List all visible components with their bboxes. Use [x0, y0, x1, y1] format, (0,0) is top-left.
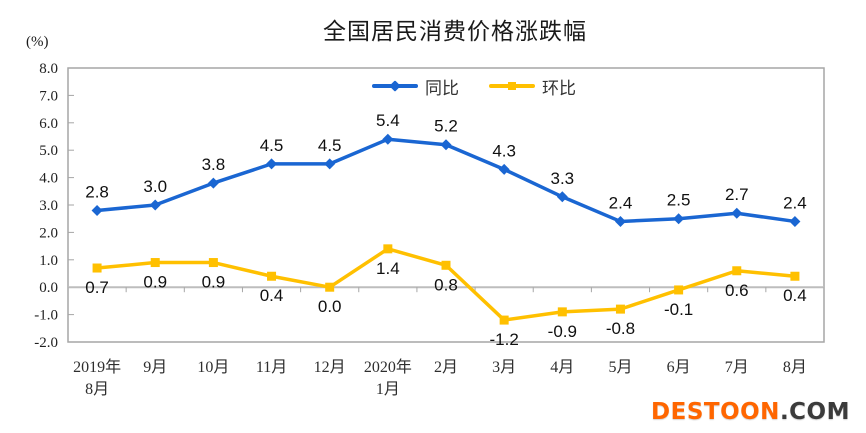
- diamond-marker-icon: [389, 80, 401, 92]
- data-point-label: 0.7: [85, 278, 109, 297]
- y-tick-label: 2.0: [39, 225, 58, 241]
- legend-label-yoy: 同比: [425, 78, 459, 98]
- y-tick-label: -1.0: [34, 308, 58, 324]
- data-point-label: 1.4: [376, 259, 400, 278]
- x-tick-label: 2020年 1月: [364, 358, 412, 398]
- data-point-marker: [91, 204, 103, 216]
- data-point-label: 3.0: [143, 177, 167, 196]
- y-tick-label: 7.0: [39, 88, 58, 104]
- x-tick-label: 12月: [314, 359, 346, 376]
- square-marker-icon: [508, 82, 516, 90]
- data-point-label: 0.9: [143, 273, 167, 292]
- legend-line-marker-icon: [489, 82, 535, 90]
- legend-line-marker-icon: [372, 80, 418, 92]
- data-point-marker: [556, 191, 568, 203]
- watermark-brand: DESTOON: [651, 399, 780, 425]
- data-point-marker: [732, 266, 742, 276]
- data-point-marker: [440, 139, 452, 151]
- data-point-marker: [208, 258, 218, 268]
- data-point-marker: [789, 215, 801, 227]
- data-point-marker: [790, 271, 800, 281]
- y-tick-label: 0.0: [39, 280, 58, 296]
- x-tick-label: 10月: [197, 359, 229, 376]
- data-point-label: 0.0: [318, 297, 342, 316]
- data-point-marker: [383, 244, 393, 254]
- data-point-label: 4.3: [492, 141, 516, 160]
- x-tick-label: 2019年 8月: [73, 358, 121, 398]
- data-point-label: 0.8: [434, 275, 458, 294]
- data-point-marker: [615, 304, 625, 314]
- chart-legend: 同比 环比: [372, 74, 576, 98]
- data-point-label: 5.4: [376, 111, 400, 130]
- x-tick-label: 2月: [434, 359, 458, 376]
- y-tick-label: -2.0: [34, 335, 58, 351]
- y-tick-label: 4.0: [39, 171, 58, 187]
- data-point-label: 2.7: [725, 185, 749, 204]
- y-tick-label: 3.0: [39, 198, 58, 214]
- x-tick-label: 5月: [608, 359, 632, 376]
- data-point-label: 2.8: [85, 182, 109, 201]
- data-point-label: -0.8: [606, 319, 635, 338]
- x-tick-label: 4月: [550, 359, 574, 376]
- y-tick-label: 8.0: [39, 61, 58, 77]
- legend-label-mom: 环比: [542, 78, 576, 98]
- data-point-label: 3.8: [202, 155, 226, 174]
- x-tick-label: 7月: [725, 359, 749, 376]
- data-point-marker: [674, 285, 684, 295]
- data-point-label: 0.6: [725, 281, 749, 300]
- data-point-marker: [499, 315, 509, 325]
- plot-border: [67, 67, 825, 343]
- data-point-marker: [266, 158, 278, 170]
- x-tick-label: 11月: [256, 359, 287, 376]
- data-point-marker: [557, 307, 567, 317]
- data-point-marker: [325, 282, 335, 292]
- x-tick-label: 6月: [667, 359, 691, 376]
- y-tick-label: 5.0: [39, 143, 58, 159]
- data-point-label: 2.4: [609, 193, 633, 212]
- data-point-marker: [498, 163, 510, 175]
- y-tick-label: 1.0: [39, 253, 58, 269]
- data-point-marker: [149, 199, 161, 211]
- y-axis-unit-label: (%): [26, 34, 49, 50]
- data-point-marker: [267, 271, 277, 281]
- data-point-label: 5.2: [434, 117, 458, 136]
- data-point-label: -0.9: [548, 322, 577, 341]
- chart-title: 全国居民消费价格涨跌幅: [323, 18, 587, 44]
- data-point-marker: [382, 133, 394, 145]
- data-point-label: 2.4: [783, 193, 807, 212]
- legend-item-yoy: 同比: [372, 74, 459, 99]
- data-point-marker: [441, 260, 451, 270]
- data-point-marker: [731, 207, 743, 219]
- data-point-label: 4.5: [318, 136, 342, 155]
- watermark: DESTOON.COM: [651, 399, 850, 425]
- data-point-marker: [92, 263, 102, 273]
- data-point-marker: [324, 158, 336, 170]
- data-point-label: -0.1: [664, 300, 693, 319]
- data-point-marker: [673, 213, 685, 225]
- data-point-marker: [207, 177, 219, 189]
- data-point-label: 0.9: [202, 273, 226, 292]
- data-point-marker: [150, 258, 160, 268]
- data-point-label: 0.4: [783, 286, 807, 305]
- x-tick-label: 8月: [783, 359, 807, 376]
- data-point-label: 2.5: [667, 191, 691, 210]
- data-point-label: -1.2: [490, 330, 519, 349]
- data-point-label: 3.3: [550, 169, 574, 188]
- watermark-suffix: .COM: [779, 399, 850, 425]
- data-point-label: 4.5: [260, 136, 284, 155]
- y-tick-label: 6.0: [39, 116, 58, 132]
- legend-item-mom: 环比: [489, 74, 576, 99]
- data-point-label: 0.4: [260, 286, 284, 305]
- x-tick-label: 3月: [492, 359, 516, 376]
- x-tick-label: 9月: [143, 359, 167, 376]
- data-point-marker: [614, 215, 626, 227]
